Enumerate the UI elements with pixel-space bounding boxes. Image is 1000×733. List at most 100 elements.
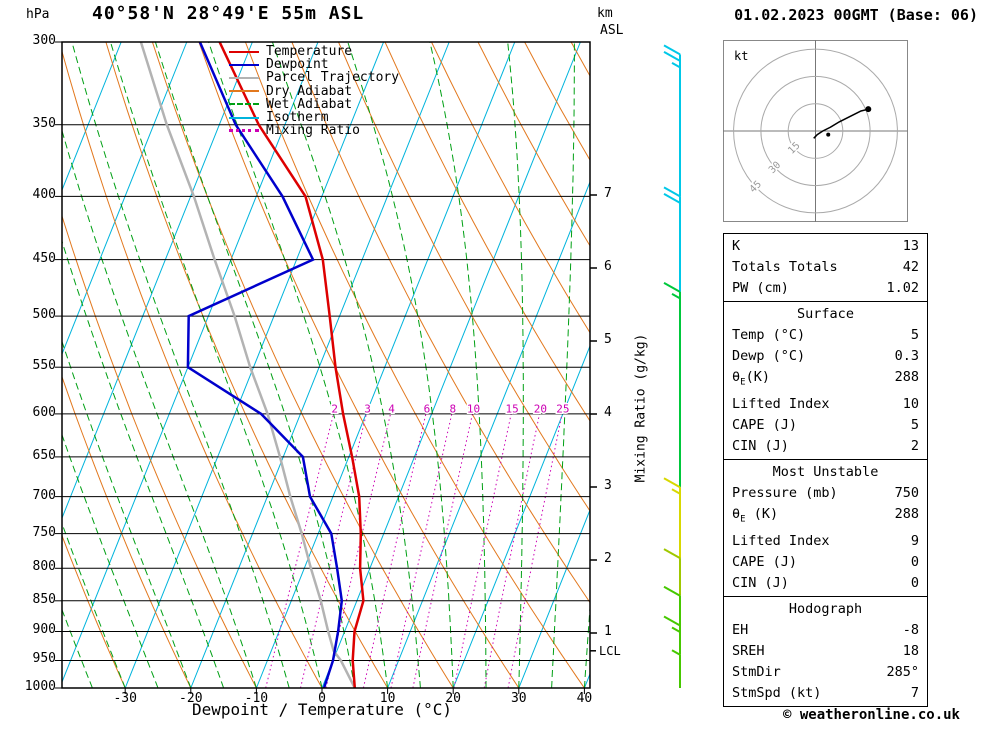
wet-adiabat-line: [271, 42, 421, 688]
legend-swatch: [229, 129, 259, 133]
dry-adiabat-line: [477, 42, 590, 247]
panel-row-value: 288: [894, 369, 919, 385]
wet-adiabat-line: [71, 42, 290, 688]
legend-item: Temperature: [229, 45, 399, 58]
wind-barb-tick: [663, 282, 681, 293]
mixing-ratio-value-label: 3: [364, 402, 371, 415]
panel-row-value: 5: [910, 416, 919, 433]
panel-row-value: 288: [894, 506, 919, 522]
chart-layer: [265, 409, 564, 688]
isotherm-line: [62, 42, 122, 192]
panel-row-value: 750: [894, 485, 919, 501]
km-tick-label: 7: [604, 186, 612, 201]
panel-row-label: Dewp (°C): [732, 348, 806, 364]
panel-row-value: 13: [902, 238, 919, 254]
panel-row: PW (cm) 1.02: [724, 278, 927, 299]
parcel-trajectory-curve: [139, 42, 356, 688]
panel-row-label: Pressure (mb): [732, 485, 838, 501]
pressure-tick-label: 900: [32, 622, 56, 638]
pressure-tick-label: 500: [32, 307, 56, 323]
mixing-ratio-line: [453, 409, 513, 688]
panel-row-label: CAPE (J): [732, 416, 798, 433]
km-axis-label: km: [597, 6, 613, 21]
wind-barb-tick: [663, 585, 681, 597]
wet-adiabat-line: [507, 42, 524, 688]
indices-panel: Most Unstable Pressure (mb) 750 θE (K) 288 Li…: [723, 459, 928, 597]
mixing-ratio-line: [412, 409, 474, 688]
mixing-ratio-axis-title: Mixing Ratio (g/kg): [633, 333, 649, 483]
panel-row-label: CAPE (J): [732, 553, 798, 570]
hodograph-end-marker: [865, 106, 872, 113]
legend-item: Dry Adiabat: [229, 85, 399, 98]
panel-row-label: PW (cm): [732, 280, 789, 296]
legend-item: Mixing Ratio: [229, 124, 399, 137]
panel-row: EH -8: [724, 620, 927, 641]
mixing-ratio-labels: 2 3 4 6 8 10 15 20 25: [330, 401, 571, 417]
mixing-ratio-value-label: 20: [534, 402, 547, 415]
panel-row-label: SREH: [732, 643, 765, 659]
panel-row-value: 0: [910, 574, 919, 591]
legend-swatch: [229, 90, 259, 93]
wind-barb-tick: [663, 193, 681, 204]
mixing-ratio-value-label: 6: [424, 402, 431, 415]
isotherm-line: [452, 344, 590, 688]
panel-row: CIN (J) 0: [724, 573, 927, 594]
x-axis-title: Dewpoint / Temperature (°C): [191, 700, 453, 719]
mixing-ratio-value-label: 2: [331, 402, 338, 415]
wind-barb-half-tick: [671, 626, 681, 633]
legend-label: Parcel Trajectory: [266, 70, 400, 86]
panel-row: StmDir 285°: [724, 662, 927, 683]
hodograph-ring: [733, 48, 898, 214]
mixing-ratio-value-label: 8: [449, 402, 456, 415]
panel-row: CIN (J) 2: [724, 436, 927, 457]
wet-adiabat-line: [583, 600, 590, 688]
legend-label: Mixing Ratio: [266, 123, 360, 139]
panel-row: CAPE (J) 0: [724, 552, 927, 573]
panel-row: SREH 18: [724, 641, 927, 662]
mixing-ratio-line: [507, 409, 564, 688]
temp-tick-label: 0: [318, 691, 326, 706]
wind-barb-half-tick: [671, 62, 681, 69]
mixing-ratio-value-label: 10: [467, 402, 480, 415]
hodograph-ring-label: 15: [786, 140, 802, 156]
panel-row-value: 2: [910, 437, 919, 454]
panel-row-value: 42: [902, 259, 919, 275]
pressure-tick-label: 1000: [24, 679, 56, 694]
indices-panel: K 13 Totals Totals 42 PW (cm) 1.02: [723, 233, 928, 302]
temp-tick-label: 30: [510, 691, 527, 706]
wind-barb-tick: [663, 548, 681, 559]
wind-barb-tick: [663, 615, 681, 627]
km-tick-label: 4: [604, 405, 612, 420]
panel-row: Temp (°C) 5: [724, 325, 927, 346]
chart-layer: [139, 42, 365, 688]
legend-label: Dewpoint: [266, 57, 329, 73]
panel-row-label: Temp (°C): [732, 327, 806, 343]
legend-label: Dry Adiabat: [266, 83, 353, 99]
pressure-tick-label: 950: [32, 651, 56, 667]
mixing-ratio-line: [483, 409, 541, 688]
pressure-tick-label: 750: [32, 524, 56, 540]
mixing-ratio-value-label: 25: [556, 402, 569, 415]
km-tick-label: 1: [604, 624, 612, 639]
temp-tick-label: -10: [244, 691, 269, 706]
dry-adiabat-line: [431, 42, 590, 334]
legend-swatch: [229, 63, 259, 66]
panel-row-label: StmDir: [732, 664, 781, 680]
mixing-ratio-line: [390, 409, 454, 688]
pressure-tick-label: 700: [32, 487, 56, 503]
legend-label: Isotherm: [266, 110, 329, 126]
km-tick-label: 5: [604, 332, 612, 347]
panel-row-label: EH: [732, 622, 749, 638]
pressure-tick-label: 800: [32, 559, 56, 575]
wind-barb-tick: [663, 477, 681, 489]
mixing-ratio-line: [362, 409, 428, 688]
panel-row-label: Lifted Index: [732, 395, 830, 412]
dry-adiabat-line: [62, 534, 126, 688]
panel-row-label: StmSpd (kt): [732, 685, 822, 701]
isotherm-line: [255, 42, 516, 688]
pressure-tick-label: 650: [32, 447, 56, 463]
panel-row-value: -8: [902, 622, 919, 638]
pressure-tick-label: 300: [32, 33, 56, 48]
dry-adiabat-line: [291, 42, 590, 604]
panel-row: Lifted Index 10: [724, 394, 927, 415]
